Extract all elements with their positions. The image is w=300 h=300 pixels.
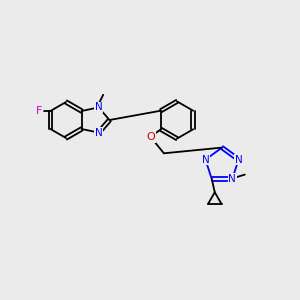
Text: O: O — [146, 132, 155, 142]
Text: N: N — [95, 128, 103, 138]
Text: F: F — [36, 106, 42, 116]
Text: N: N — [235, 154, 242, 165]
Text: N: N — [202, 154, 209, 165]
Text: N: N — [95, 102, 103, 112]
Text: N: N — [228, 174, 236, 184]
